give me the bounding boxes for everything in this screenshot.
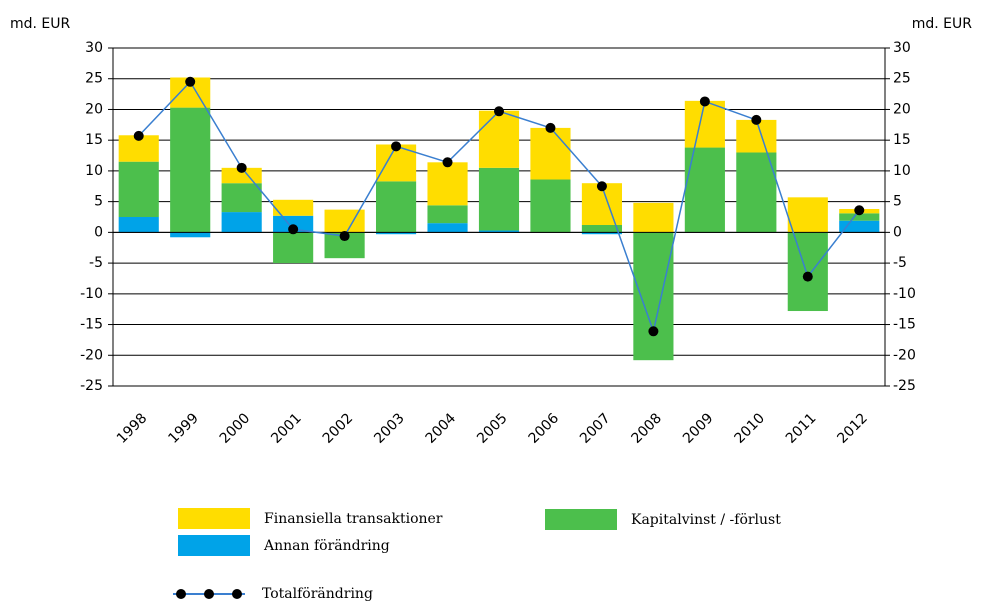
plot-frame <box>112 47 886 387</box>
bar-segment <box>375 181 417 233</box>
bar-segment <box>427 223 468 233</box>
line-marker <box>288 224 299 235</box>
x-tick-label: 2004 <box>423 410 460 447</box>
y-tick-label: -25 <box>80 378 103 394</box>
y2-tick-label: -5 <box>893 255 907 271</box>
legend-label: Annan förändring <box>263 538 390 554</box>
line-marker <box>236 162 247 173</box>
bar-segment <box>375 232 417 235</box>
bar-segment <box>427 162 468 206</box>
x-tick-label: 2011 <box>783 410 820 447</box>
legend-marker <box>232 589 242 599</box>
bar-segment <box>581 232 623 235</box>
y2-tick-label: 0 <box>893 224 902 240</box>
x-tick-label: 2006 <box>526 410 563 447</box>
y2-tick-label: 15 <box>893 132 911 148</box>
x-tick-label: 2010 <box>731 410 768 447</box>
y2-axis-label: md. EUR <box>912 16 973 32</box>
bar-segment <box>170 107 211 233</box>
bar-segment <box>530 179 571 233</box>
y-tick-label: -5 <box>89 255 103 271</box>
bar-segment <box>324 209 365 233</box>
bar-segment <box>273 232 314 264</box>
x-tick-label: 2000 <box>217 410 254 447</box>
line-marker <box>699 96 710 107</box>
legend-label: Totalförändring <box>262 586 373 602</box>
line-marker <box>494 106 504 117</box>
bar-segment <box>684 147 725 233</box>
line-marker <box>545 122 556 133</box>
legend-label: Kapitalvinst / -förlust <box>631 512 781 528</box>
line-marker <box>751 114 762 125</box>
x-tick-label: 2003 <box>371 410 408 447</box>
legend-marker <box>176 589 186 599</box>
y2-tick-label: 5 <box>893 194 902 210</box>
bar-segment <box>221 212 262 233</box>
bar-segment <box>478 167 520 231</box>
bar-segment <box>478 230 520 233</box>
line-marker <box>133 130 144 141</box>
bar-segment <box>221 183 262 213</box>
x-tick-label: 2008 <box>629 410 666 447</box>
legend-marker <box>204 589 214 599</box>
line-marker <box>185 76 196 87</box>
line-marker <box>391 141 402 152</box>
y-tick-label: 20 <box>85 101 103 117</box>
x-tick-label: 2002 <box>320 410 357 447</box>
y-tick-label: 30 <box>85 40 103 56</box>
bar-segment <box>427 205 468 224</box>
legend-swatch <box>545 509 617 530</box>
y2-tick-label: 25 <box>893 71 911 87</box>
bar-segment <box>736 152 777 233</box>
bar-segment <box>118 161 159 217</box>
y-tick-label: 15 <box>85 132 103 148</box>
x-tick-label: 1999 <box>165 410 202 447</box>
bar-segment <box>684 100 725 148</box>
line-marker <box>442 157 453 168</box>
bar-segment <box>787 197 828 233</box>
y2-tick-label: -10 <box>893 286 916 302</box>
x-tick-label: 2012 <box>834 410 871 447</box>
bar-segment <box>736 119 777 153</box>
y2-tick-label: 10 <box>893 163 911 179</box>
bar-segment <box>273 199 314 216</box>
x-tick-label: 2009 <box>680 410 717 447</box>
y2-tick-label: -20 <box>893 347 916 363</box>
y-tick-label: 25 <box>85 71 103 87</box>
bar-segment <box>633 202 674 233</box>
bar-segment <box>839 220 880 233</box>
y-tick-label: -20 <box>80 347 103 363</box>
y-tick-label: -10 <box>80 286 103 302</box>
bar-segment <box>478 110 520 168</box>
y-tick-label: 10 <box>85 163 103 179</box>
y2-tick-label: 30 <box>893 40 911 56</box>
line-marker <box>854 205 865 216</box>
bar-segment <box>273 215 314 233</box>
legend-swatch <box>178 508 250 529</box>
line-marker <box>596 181 607 192</box>
bar-segment <box>170 232 211 238</box>
bar-segment <box>581 224 623 233</box>
bar-segment <box>839 213 880 221</box>
y2-tick-label: -25 <box>893 378 916 394</box>
line-marker <box>802 271 813 282</box>
x-tick-label: 2001 <box>268 410 305 447</box>
bar-segment <box>530 127 571 180</box>
y2-tick-label: -15 <box>893 317 916 333</box>
line-marker <box>648 326 659 337</box>
legend-swatch <box>178 535 250 556</box>
y-tick-label: 0 <box>94 224 103 240</box>
bar-segment <box>633 232 674 361</box>
x-tick-label: 2007 <box>577 410 614 447</box>
line-marker <box>339 231 350 242</box>
legend-label: Finansiella transaktioner <box>264 511 443 527</box>
x-tick-label: 1998 <box>114 410 151 447</box>
y2-tick-label: 20 <box>893 101 911 117</box>
y-axis-label: md. EUR <box>10 16 71 32</box>
x-tick-label: 2005 <box>474 410 511 447</box>
y-tick-label: -15 <box>80 317 103 333</box>
bar-segment <box>118 217 159 233</box>
y-tick-label: 5 <box>94 194 103 210</box>
